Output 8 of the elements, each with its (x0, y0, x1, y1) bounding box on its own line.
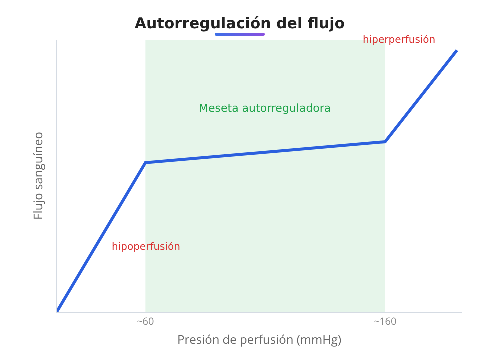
x-axis-title: Presión de perfusión (mmHg) (178, 330, 342, 348)
chart-title: Autorregulación del flujo (134, 14, 346, 32)
band-label: Meseta autorreguladora (199, 102, 332, 115)
annotation: hipoperfusión (112, 242, 180, 253)
text: hiperperfusión (363, 35, 436, 46)
x-tick-label: ~60 (137, 314, 155, 328)
y-axis-title: Flujo sanguíneo (29, 132, 46, 220)
x-tick-label: ~160 (374, 314, 398, 328)
